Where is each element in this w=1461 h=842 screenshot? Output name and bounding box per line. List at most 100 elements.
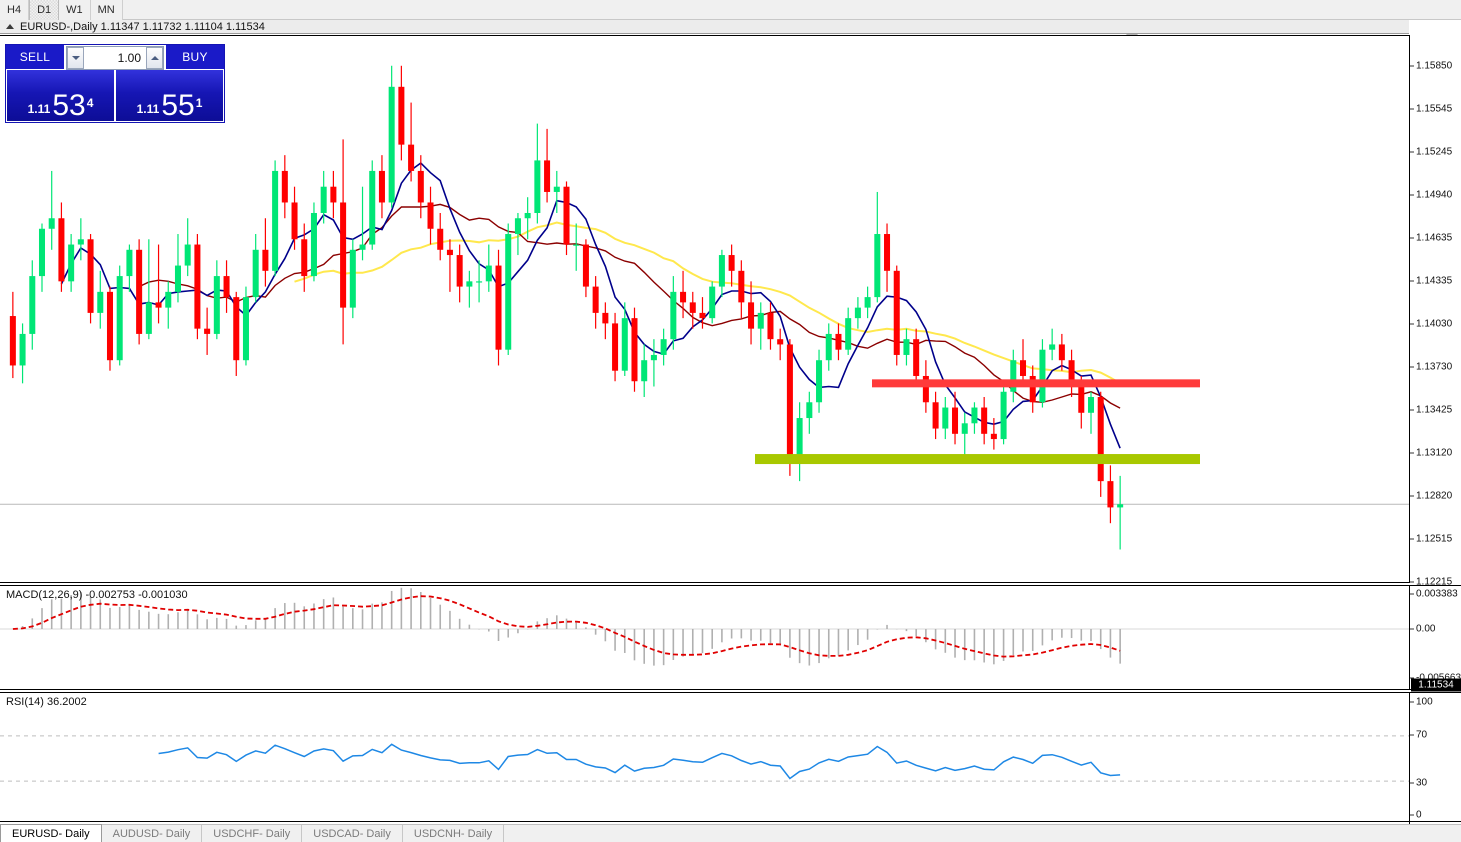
tick-dash-icon bbox=[1410, 581, 1414, 583]
tick-dash-icon bbox=[1410, 495, 1414, 497]
tick-dash-icon bbox=[1410, 194, 1414, 196]
ask-price-button[interactable]: 1.11 55 1 bbox=[116, 70, 223, 121]
macd-scale-tick: 0.00 bbox=[1410, 624, 1461, 635]
price-scale-tick: 1.13730 bbox=[1410, 362, 1461, 373]
symbol-tab-audusd[interactable]: AUDUSD- Daily bbox=[101, 825, 203, 842]
macd-scale-tick-label: 0.00 bbox=[1416, 623, 1436, 635]
macd-label: MACD(12,26,9) -0.002753 -0.001030 bbox=[6, 589, 188, 601]
rsi-scale-tick: 70 bbox=[1410, 730, 1461, 741]
bid-price-pipette: 4 bbox=[86, 95, 94, 110]
chevron-down-icon bbox=[71, 56, 80, 60]
collapse-caret-icon[interactable] bbox=[6, 24, 14, 29]
rsi-scale-tick-label: 30 bbox=[1416, 777, 1428, 789]
price-scale-tick-label: 1.12215 bbox=[1416, 576, 1453, 588]
price-pane[interactable] bbox=[0, 35, 1409, 583]
price-scale[interactable]: 1.15850 1.15545 1.15245 1.14940 1.14635 1.143… bbox=[1409, 35, 1461, 760]
tick-dash-icon bbox=[1410, 366, 1414, 368]
price-scale-tick: 1.15545 bbox=[1410, 104, 1461, 115]
tick-dash-icon bbox=[1410, 593, 1414, 595]
timeframe-d1[interactable]: D1 bbox=[29, 0, 60, 20]
volume-decrease-button[interactable] bbox=[67, 47, 84, 69]
macd-scale-tick-label: 0.003383 bbox=[1416, 588, 1458, 600]
trade-panel-quotes: 1.11 53 4 1.11 55 1 bbox=[6, 69, 224, 122]
rsi-scale-tick: 100 bbox=[1410, 697, 1461, 708]
price-scale-tick: 1.14940 bbox=[1410, 190, 1461, 201]
trade-panel-controls: SELL 1.00 BUY bbox=[6, 45, 224, 70]
ask-price-pipette: 1 bbox=[195, 95, 203, 110]
tick-dash-icon bbox=[1410, 280, 1414, 282]
price-scale-tick: 1.12515 bbox=[1410, 534, 1461, 545]
price-scale-tick: 1.12820 bbox=[1410, 491, 1461, 502]
bid-price-group: 1.11 53 4 bbox=[27, 88, 94, 122]
bid-price-button[interactable]: 1.11 53 4 bbox=[7, 70, 114, 121]
volume-increase-button[interactable] bbox=[146, 47, 163, 69]
tick-dash-icon bbox=[1410, 108, 1414, 110]
chart-window-header: EURUSD-,Daily 1.11347 1.11732 1.11104 1.… bbox=[0, 20, 1409, 34]
rsi-pane[interactable]: RSI(14) 36.2002 bbox=[0, 692, 1409, 822]
price-scale-tick-label: 1.15545 bbox=[1416, 103, 1453, 115]
volume-stepper[interactable]: 1.00 bbox=[66, 46, 164, 70]
macd-chart-svg bbox=[0, 587, 1409, 666]
symbol-tab-bar: EURUSD- Daily AUDUSD- Daily USDCHF- Daily U… bbox=[0, 824, 1461, 842]
ask-price-group: 1.11 55 1 bbox=[136, 88, 203, 122]
bid-price-main: 53 bbox=[52, 88, 86, 121]
bid-price-prefix: 1.11 bbox=[27, 102, 51, 116]
price-scale-tick-label: 1.13730 bbox=[1416, 361, 1453, 373]
price-scale-tick: 1.13120 bbox=[1410, 448, 1461, 459]
timeframe-mn[interactable]: MN bbox=[90, 0, 123, 20]
ask-price-main: 55 bbox=[161, 88, 195, 121]
buy-button[interactable]: BUY bbox=[166, 45, 224, 69]
tick-dash-icon bbox=[1410, 628, 1414, 630]
rsi-scale-tick-label: 100 bbox=[1416, 696, 1433, 708]
sell-button[interactable]: SELL bbox=[6, 45, 64, 69]
timeframe-w1[interactable]: W1 bbox=[59, 0, 91, 20]
rsi-scale[interactable]: 100 70 30 0 bbox=[1409, 692, 1461, 822]
volume-input[interactable]: 1.00 bbox=[84, 47, 146, 69]
chart-window: EURUSD-,Daily 1.11347 1.11732 1.11104 1.… bbox=[0, 20, 1461, 842]
price-scale-tick-label: 1.15850 bbox=[1416, 60, 1453, 72]
macd-scale-tick: -0.005663 bbox=[1410, 673, 1461, 684]
tick-dash-icon bbox=[1410, 782, 1414, 784]
rsi-chart-svg bbox=[0, 735, 1409, 782]
price-scale-tick-label: 1.14030 bbox=[1416, 318, 1453, 330]
symbol-tab-usdchf[interactable]: USDCHF- Daily bbox=[202, 825, 303, 842]
macd-pane[interactable]: MACD(12,26,9) -0.002753 -0.001030 bbox=[0, 585, 1409, 690]
price-scale-tick: 1.14030 bbox=[1410, 319, 1461, 330]
timeframe-toolbar: H4 D1 W1 MN bbox=[0, 0, 1461, 20]
rsi-scale-tick: 30 bbox=[1410, 778, 1461, 789]
tick-dash-icon bbox=[1410, 323, 1414, 325]
price-scale-tick-label: 1.13120 bbox=[1416, 447, 1453, 459]
price-scale-tick: 1.15850 bbox=[1410, 61, 1461, 72]
symbol-tab-usdcnh[interactable]: USDCNH- Daily bbox=[402, 825, 505, 842]
rsi-scale-tick-label: 70 bbox=[1416, 729, 1428, 741]
price-scale-tick-label: 1.12515 bbox=[1416, 533, 1453, 545]
current-price-tag: 1.11534 bbox=[1411, 678, 1461, 692]
tick-dash-icon bbox=[1410, 409, 1414, 411]
macd-scale-tick-label: -0.005663 bbox=[1416, 673, 1461, 684]
price-scale-tick-label: 1.14635 bbox=[1416, 232, 1453, 244]
tick-dash-icon bbox=[1410, 734, 1414, 736]
price-scale-tick: 1.14635 bbox=[1410, 233, 1461, 244]
price-scale-tick: 1.12215 bbox=[1410, 577, 1461, 588]
price-scale-tick-label: 1.14940 bbox=[1416, 189, 1453, 201]
symbol-tab-usdcad[interactable]: USDCAD- Daily bbox=[302, 825, 403, 842]
price-scale-tick: 1.15245 bbox=[1410, 147, 1461, 158]
ask-price-prefix: 1.11 bbox=[136, 102, 160, 116]
rsi-label: RSI(14) 36.2002 bbox=[6, 696, 87, 708]
chart-title-ohlc: EURUSD-,Daily 1.11347 1.11732 1.11104 1.… bbox=[20, 21, 265, 33]
tick-dash-icon bbox=[1410, 814, 1414, 816]
symbol-tab-eurusd[interactable]: EURUSD- Daily bbox=[0, 824, 102, 842]
macd-scale[interactable]: 0.003383 0.00 -0.005663 bbox=[1409, 585, 1461, 690]
one-click-trading-panel[interactable]: SELL 1.00 BUY 1.11 53 4 bbox=[5, 44, 225, 123]
timeframe-h4[interactable]: H4 bbox=[0, 0, 30, 20]
price-chart-svg bbox=[0, 65, 1409, 550]
tick-dash-icon bbox=[1410, 237, 1414, 239]
tick-dash-icon bbox=[1410, 701, 1414, 703]
price-scale-tick: 1.13425 bbox=[1410, 405, 1461, 416]
price-scale-tick-label: 1.13425 bbox=[1416, 404, 1453, 416]
price-scale-tick-label: 1.15245 bbox=[1416, 146, 1453, 158]
tick-dash-icon bbox=[1410, 151, 1414, 153]
tick-dash-icon bbox=[1410, 65, 1414, 67]
tick-dash-icon bbox=[1410, 452, 1414, 454]
tick-dash-icon bbox=[1410, 538, 1414, 540]
